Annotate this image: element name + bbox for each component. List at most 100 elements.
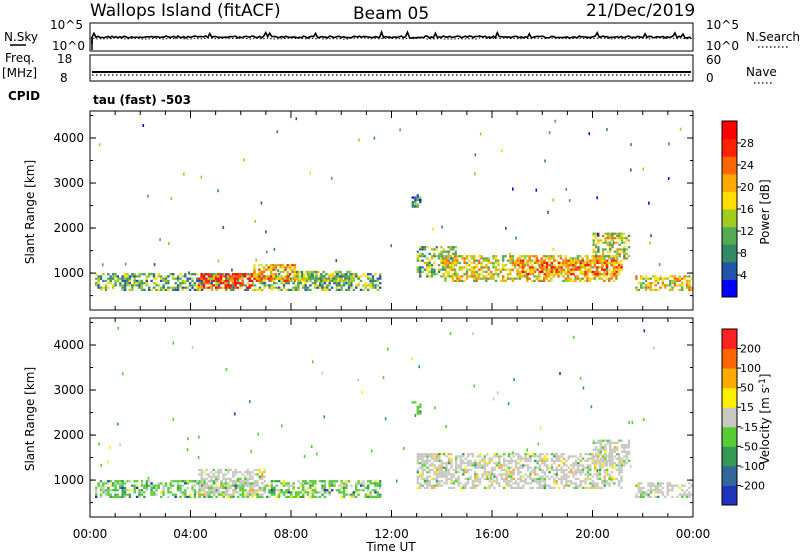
scatter-cell — [502, 473, 506, 476]
scatter-cell — [661, 482, 665, 485]
scatter-cell — [432, 227, 434, 231]
scatter-cell — [609, 448, 612, 451]
scatter-cell — [315, 279, 318, 282]
scatter-cell — [232, 482, 235, 485]
scatter-cell — [316, 284, 319, 287]
scatter-cell — [297, 480, 300, 483]
scatter-cell — [656, 489, 660, 492]
scatter-cell — [685, 282, 689, 285]
scatter-cell — [133, 486, 136, 489]
scatter-cell — [524, 457, 527, 460]
scatter-cell — [550, 270, 554, 273]
scatter-cell — [104, 491, 108, 494]
scatter-cell — [522, 475, 525, 478]
scatter-cell — [671, 489, 674, 492]
scatter-cell — [620, 239, 624, 242]
scatter-cell — [583, 279, 587, 282]
scatter-cell — [217, 277, 220, 280]
scatter-cell — [111, 273, 115, 276]
scatter-cell — [623, 459, 626, 462]
scatter-cell — [546, 459, 549, 462]
scatter-cell — [231, 275, 235, 278]
scatter-cell — [510, 480, 513, 483]
scatter-cell — [227, 275, 230, 278]
scatter-cell — [550, 266, 554, 269]
scatter-cell — [135, 486, 139, 489]
scatter-cell — [323, 489, 327, 492]
scatter-cell — [268, 484, 271, 487]
scatter-cell — [581, 471, 585, 474]
scatter-cell — [316, 491, 319, 494]
scatter-cell — [613, 455, 617, 458]
scatter-cell — [482, 270, 486, 273]
scatter-cell — [369, 495, 372, 498]
scatter-cell — [155, 282, 158, 285]
scatter-cell — [304, 284, 307, 287]
scatter-cell — [586, 471, 590, 474]
scatter-cell — [486, 486, 489, 489]
scatter-cell — [447, 462, 451, 465]
scatter-cell — [229, 477, 232, 480]
scatter-cell — [647, 482, 650, 485]
scatter-cell — [347, 284, 351, 287]
scatter-cell — [121, 493, 124, 496]
scatter-cell — [226, 286, 230, 289]
scatter-cell — [456, 261, 459, 264]
scatter-cell — [569, 279, 572, 282]
scatter-cell — [265, 495, 269, 498]
scatter-cell — [557, 255, 560, 258]
scatter-cell — [200, 275, 203, 278]
scatter-cell — [318, 284, 322, 287]
scatter-cell — [502, 255, 505, 258]
scatter-cell — [601, 448, 605, 451]
scatter-cell — [244, 477, 247, 480]
scatter-cell — [447, 468, 451, 471]
scatter-cell — [654, 288, 657, 291]
scatter-cell — [560, 466, 563, 469]
scatter-cell — [248, 493, 252, 496]
scatter-cell — [476, 480, 479, 483]
date-label: 21/Dec/2019 — [586, 1, 695, 21]
scatter-cell — [623, 257, 626, 260]
scatter-cell — [459, 462, 463, 465]
scatter-cell — [219, 468, 223, 471]
scatter-cell — [416, 475, 419, 478]
scatter-cell — [671, 486, 674, 489]
scatter-cell — [508, 468, 511, 472]
scatter-cell — [251, 495, 254, 498]
scatter-cell — [534, 455, 537, 458]
scatter-cell — [455, 459, 458, 462]
scatter-cell — [623, 246, 626, 249]
scatter-cell — [121, 286, 124, 289]
scatter-cell — [310, 270, 313, 273]
scatter-cell — [128, 493, 132, 496]
scatter-cell — [196, 286, 199, 289]
scatter-cell — [475, 270, 478, 273]
scatter-cell — [562, 270, 566, 273]
scatter-cell — [591, 259, 594, 262]
scatter-cell — [652, 489, 655, 492]
scatter-cell — [300, 277, 304, 280]
scatter-cell — [572, 482, 575, 485]
scatter-cell — [514, 259, 517, 262]
scatter-cell — [435, 471, 439, 474]
scatter-cell — [293, 266, 297, 269]
scatter-cell — [348, 270, 352, 273]
scatter-cell — [213, 273, 216, 276]
scatter-cell — [347, 275, 351, 278]
scatter-cell — [455, 466, 458, 469]
scatter-cell — [286, 279, 289, 282]
scatter-cell — [270, 489, 274, 492]
scatter-cell — [250, 275, 254, 278]
scatter-cell — [431, 453, 434, 456]
scatter-cell — [603, 268, 606, 271]
scatter-cell — [545, 270, 549, 273]
scatter-cell — [493, 455, 496, 458]
scatter-cell — [601, 268, 604, 271]
scatter-cell — [453, 261, 457, 264]
scatter-cell — [330, 480, 334, 483]
scatter-cell — [152, 275, 156, 278]
scatter-cell — [210, 486, 213, 489]
scatter-cell — [605, 471, 609, 474]
scatter-cell — [300, 279, 304, 282]
